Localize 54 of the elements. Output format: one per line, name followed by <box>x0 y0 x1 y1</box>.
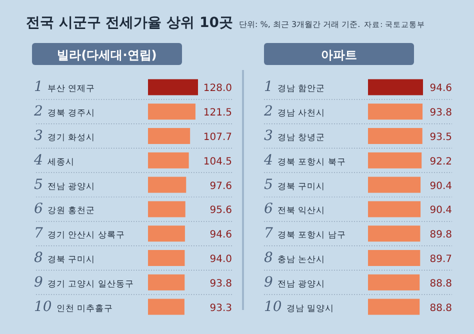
y-tick-label: 1 부산 연제구 <box>34 79 96 96</box>
text: 단위: %, 최근 3개월간 거래 기준. <box>238 20 360 29</box>
data-label: 128.0 <box>203 83 232 94</box>
y-tick-label: 9 전남 광양시 <box>264 274 326 290</box>
y-tick-label: 1 경남 함안군 <box>264 79 326 96</box>
chart-title: 빌라(다세대·연립) <box>57 48 157 62</box>
data-label: 97.6 <box>210 180 232 192</box>
data-label: 93.8 <box>210 278 232 290</box>
y-tick-label: 2 경북 경주시 <box>33 104 96 120</box>
y-tick-label: 3 경기 화성시 <box>34 128 96 144</box>
data-label: 89.8 <box>430 230 452 241</box>
bar <box>148 298 184 315</box>
data-label: 93.3 <box>210 302 232 314</box>
y-tick-label: 5 전남 광양시 <box>34 176 96 193</box>
bar <box>148 128 190 144</box>
y-tick-label: 8 경북 구미시 <box>34 250 96 266</box>
y-tick-label: 5 경북 구미시 <box>264 176 326 193</box>
y-tick-label: 4 세종시 <box>33 152 74 168</box>
y-tick-label: 7 경기 안산시 상록구 <box>34 226 125 242</box>
data-label: 88.8 <box>430 278 452 290</box>
data-label: 94.0 <box>210 254 232 265</box>
chart-title: 아파트 <box>321 48 357 62</box>
bar <box>148 176 186 193</box>
data-label: 93.5 <box>430 132 452 143</box>
data-label: 104.5 <box>203 156 232 168</box>
data-label: 90.4 <box>430 205 452 216</box>
bar <box>148 152 189 168</box>
y-tick-label: 8 충남 논산시 <box>264 250 326 266</box>
data-label: 107.7 <box>203 132 232 143</box>
y-tick-label: 10 인천 미추홀구 <box>34 298 113 315</box>
data-label: 88.8 <box>430 302 452 314</box>
y-tick-label: 6 강원 홍천군 <box>34 201 96 218</box>
data-label: 94.6 <box>210 230 232 241</box>
data-label: 92.2 <box>430 156 452 168</box>
text: 전국 시군구 전세가율 상위 10곳 <box>26 15 233 31</box>
y-tick-label: 6 전북 익산시 <box>264 201 326 218</box>
data-label: 93.8 <box>430 108 452 119</box>
y-tick-label: 10 경남 밀양시 <box>264 298 334 315</box>
bar <box>148 79 198 96</box>
y-tick-label: 7 경북 포항시 남구 <box>264 226 346 242</box>
data-label: 95.6 <box>210 205 232 216</box>
y-tick-label: 2 경남 사천시 <box>263 104 326 120</box>
data-label: 90.4 <box>430 180 452 192</box>
bar <box>148 250 185 266</box>
y-tick-label: 3 경남 창녕군 <box>264 128 326 144</box>
data-label: 121.5 <box>203 108 232 119</box>
y-tick-label: 4 경북 포항시 북구 <box>263 152 346 168</box>
y-tick-label: 9 경기 고양시 일산동구 <box>34 274 134 290</box>
bar <box>148 274 185 290</box>
data-label: 89.7 <box>430 254 452 265</box>
bar <box>148 226 185 242</box>
bar <box>148 201 186 218</box>
bar <box>148 104 196 120</box>
data-label: 94.6 <box>430 83 452 94</box>
